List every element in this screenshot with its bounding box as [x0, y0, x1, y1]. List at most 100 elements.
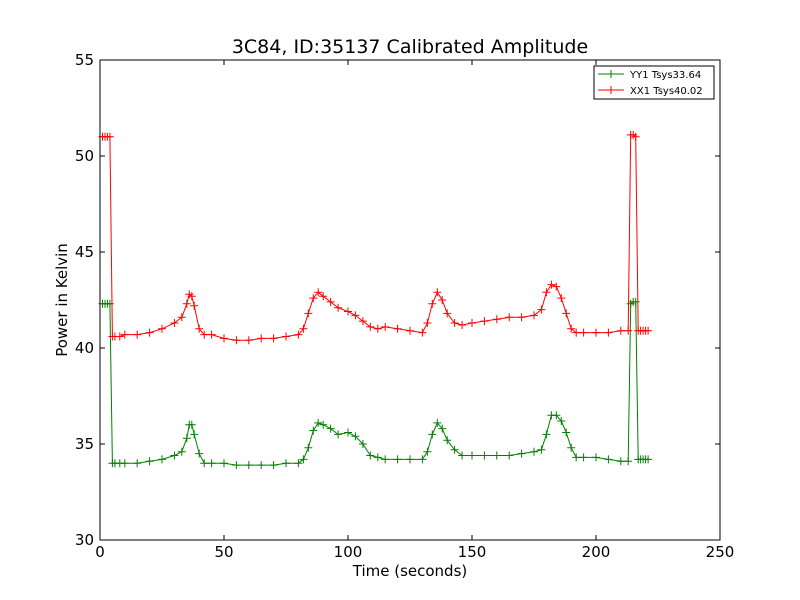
data-point-yy1: [294, 459, 303, 468]
data-point-yy1: [145, 457, 154, 466]
data-point-yy1: [428, 430, 437, 439]
chart-title: 3C84, ID:35137 Calibrated Amplitude: [232, 36, 588, 58]
data-point-xx1: [145, 328, 154, 337]
data-point-xx1: [631, 132, 640, 141]
data-point-yy1: [177, 447, 186, 456]
data-point-yy1: [604, 455, 613, 464]
data-point-yy1: [344, 428, 352, 437]
data-point-yy1: [542, 430, 551, 439]
legend-label-xx1: XX1 Tsys40.02: [630, 86, 703, 97]
data-point-xx1: [294, 330, 303, 339]
data-point-yy1: [552, 411, 561, 420]
data-point-xx1: [406, 326, 414, 335]
data-point-yy1: [517, 449, 526, 458]
x-axis-label: Time (seconds): [352, 562, 468, 580]
data-point-yy1: [120, 459, 129, 468]
data-point-yy1: [537, 445, 546, 454]
data-point-xx1: [358, 317, 367, 326]
data-point-yy1: [304, 443, 313, 452]
data-point-xx1: [158, 324, 166, 333]
data-point-yy1: [579, 453, 588, 462]
data-point-yy1: [616, 457, 625, 466]
y-tick-label: 45: [75, 243, 94, 261]
data-point-xx1: [220, 334, 228, 343]
data-point-xx1: [257, 334, 266, 343]
data-point-yy1: [351, 432, 360, 441]
data-point-xx1: [423, 319, 432, 327]
data-point-xx1: [282, 332, 290, 341]
data-point-yy1: [567, 443, 576, 452]
data-point-yy1: [314, 418, 323, 427]
data-point-xx1: [542, 288, 551, 297]
data-point-xx1: [182, 299, 191, 308]
y-tick-label: 35: [75, 435, 94, 453]
data-point-yy1: [418, 455, 427, 464]
data-point-xx1: [547, 280, 556, 289]
data-point-xx1: [517, 313, 526, 322]
data-point-xx1: [105, 132, 114, 141]
data-point-xx1: [530, 311, 538, 320]
data-point-xx1: [319, 292, 328, 301]
data-point-xx1: [299, 324, 308, 333]
data-point-yy1: [334, 430, 343, 439]
data-point-yy1: [326, 424, 335, 433]
y-tick-label: 40: [75, 339, 94, 357]
data-point-xx1: [244, 336, 253, 345]
data-point-xx1: [200, 330, 209, 339]
data-point-yy1: [200, 459, 209, 468]
legend-marker-xx1: [607, 86, 615, 94]
data-point-xx1: [351, 311, 360, 320]
data-point-xx1: [579, 328, 588, 337]
data-point-yy1: [562, 428, 571, 437]
data-point-yy1: [170, 451, 179, 460]
x-tick-label: 200: [582, 543, 611, 561]
x-tick-label: 50: [214, 543, 233, 561]
data-point-yy1: [530, 447, 538, 456]
data-point-xx1: [443, 309, 452, 318]
data-point-yy1: [373, 453, 382, 462]
data-point-yy1: [450, 445, 459, 454]
data-point-xx1: [314, 288, 323, 297]
data-point-yy1: [624, 457, 633, 466]
data-point-xx1: [567, 324, 576, 333]
data-point-xx1: [492, 315, 501, 324]
data-point-yy1: [105, 299, 114, 308]
data-point-xx1: [505, 313, 514, 322]
x-tick-label: 250: [706, 543, 735, 561]
data-point-xx1: [438, 296, 447, 304]
x-tick-label: 0: [95, 543, 105, 561]
data-point-yy1: [220, 459, 228, 468]
y-tick-label: 55: [75, 51, 94, 69]
data-point-yy1: [557, 417, 566, 425]
data-point-xx1: [644, 326, 653, 335]
data-point-yy1: [458, 451, 467, 460]
data-point-yy1: [358, 440, 367, 448]
data-point-xx1: [115, 332, 124, 341]
data-point-yy1: [244, 461, 253, 470]
data-point-xx1: [537, 305, 546, 314]
data-point-xx1: [450, 319, 459, 327]
data-point-xx1: [366, 322, 375, 331]
legend-label-yy1: YY1 Tsys33.64: [629, 70, 701, 81]
data-point-yy1: [644, 455, 653, 464]
data-point-yy1: [468, 451, 476, 460]
legend-marker-yy1: [607, 70, 615, 78]
data-point-yy1: [366, 451, 375, 460]
data-point-yy1: [158, 455, 166, 464]
data-point-xx1: [187, 292, 196, 301]
data-point-xx1: [468, 319, 476, 327]
data-point-yy1: [438, 424, 447, 433]
data-point-yy1: [443, 436, 452, 445]
data-point-yy1: [190, 430, 199, 439]
data-point-yy1: [309, 426, 318, 435]
data-point-yy1: [299, 455, 308, 464]
y-axis-label: Power in Kelvin: [53, 243, 71, 357]
data-point-yy1: [187, 420, 196, 429]
legend-box: [593, 65, 715, 100]
data-point-xx1: [381, 322, 390, 331]
data-point-xx1: [393, 324, 402, 333]
data-point-xx1: [562, 309, 571, 318]
legend: YY1 Tsys33.64 XX1 Tsys40.02: [593, 65, 715, 100]
data-point-yy1: [592, 453, 600, 462]
